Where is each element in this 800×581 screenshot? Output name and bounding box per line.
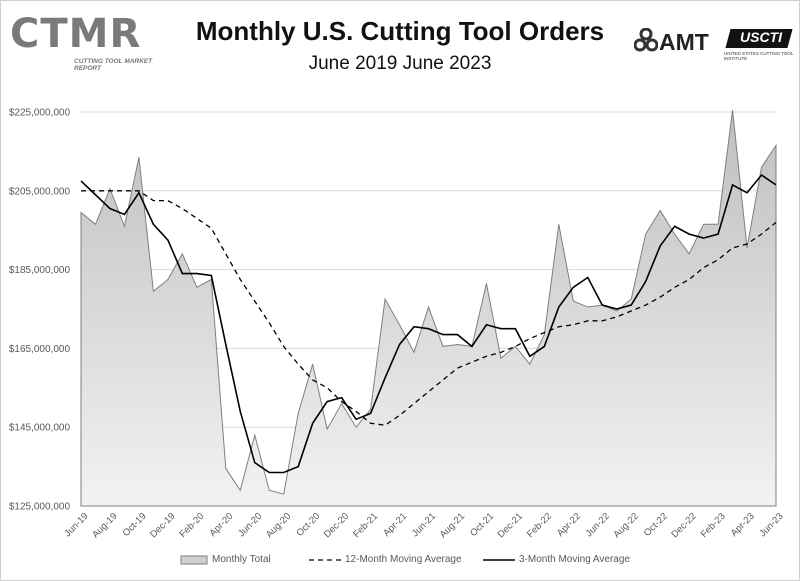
x-tick-label: Feb-22 xyxy=(525,511,554,540)
x-tick-label: Aug-20 xyxy=(264,511,293,540)
chart-title: Monthly U.S. Cutting Tool Orders xyxy=(195,16,605,46)
x-tick-label: Aug-19 xyxy=(90,511,119,540)
ctmr-logo: CTMR CUTTING TOOL MARKET REPORT xyxy=(10,11,152,78)
x-tick-label: Jun-23 xyxy=(757,511,785,539)
series-monthly-total-area xyxy=(80,109,777,507)
x-tick-label: Feb-23 xyxy=(699,511,728,540)
x-tick-label: Jun-22 xyxy=(584,511,612,539)
y-tick-label: $205,000,000 xyxy=(9,186,71,197)
x-tick-label: Jun-20 xyxy=(236,511,264,539)
y-tick-label: $165,000,000 xyxy=(9,344,71,355)
x-tick-label: Dec-21 xyxy=(496,511,525,540)
y-tick-label: $225,000,000 xyxy=(9,108,71,119)
x-tick-label: Aug-22 xyxy=(611,511,640,540)
series-3-month-moving-average xyxy=(80,173,777,474)
amt-logo-text: AMT xyxy=(659,29,709,55)
amt-trefoil-icon xyxy=(633,27,659,52)
legend-swatch-solid-icon xyxy=(483,559,515,561)
x-tick-label: Apr-20 xyxy=(208,511,236,539)
legend-label: 12-Month Moving Average xyxy=(345,554,462,565)
x-axis-labels: Jun-19 Aug-19 Oct-19 Dec-19 Feb-20 Apr-20 Jun-… xyxy=(62,511,785,540)
x-tick-label: Feb-20 xyxy=(177,511,206,540)
legend-swatch-dashed-icon xyxy=(309,559,341,561)
y-tick-label: $125,000,000 xyxy=(9,502,71,513)
x-tick-label: Apr-23 xyxy=(729,511,757,539)
x-tick-label: Jun-19 xyxy=(62,511,90,539)
y-axis-labels: $125,000,000 $145,000,000 $165,000,000 $185… xyxy=(9,108,71,513)
logo-subtext: CUTTING TOOL MARKET REPORT xyxy=(74,58,153,72)
legend-label: 3-Month Moving Average xyxy=(519,554,630,565)
uscti-logo: USCTI UNITED STATES CUTTING TOOL INSTITU… xyxy=(722,28,794,64)
x-tick-label: Feb-21 xyxy=(351,511,380,540)
plot-area xyxy=(80,109,777,507)
x-tick-label: Dec-22 xyxy=(669,511,698,540)
legend-item-12-month: 12-Month Moving Average xyxy=(308,552,468,568)
uscti-logo-tagline: UNITED STATES CUTTING TOOL INSTITUTE xyxy=(724,51,794,61)
x-tick-label: Jun-21 xyxy=(410,511,438,539)
amt-logo: AMT xyxy=(633,27,724,56)
logo-text: CTMR xyxy=(10,11,142,57)
uscti-logo-text: USCTI xyxy=(740,29,782,45)
series-12-month-moving-average xyxy=(81,190,777,426)
x-tick-label: Oct-22 xyxy=(642,511,670,539)
legend-item-monthly-total: Monthly Total xyxy=(180,552,290,568)
x-tick-label: Dec-19 xyxy=(148,511,177,540)
x-tick-label: Oct-19 xyxy=(121,511,149,539)
x-tick-label: Aug-21 xyxy=(438,511,467,540)
x-tick-label: Apr-22 xyxy=(555,511,583,539)
x-tick-label: Apr-21 xyxy=(381,511,409,539)
legend: Monthly Total 12-Month Moving Average 3-… xyxy=(180,552,680,568)
x-tick-label: Dec-20 xyxy=(322,511,351,540)
y-tick-label: $185,000,000 xyxy=(9,265,71,276)
chart-subtitle: June 2019 June 2023 xyxy=(308,53,492,74)
legend-swatch-area-icon xyxy=(180,555,208,565)
x-tick-label: Oct-20 xyxy=(294,511,322,539)
y-tick-label: $145,000,000 xyxy=(9,423,71,434)
legend-label: Monthly Total xyxy=(212,554,271,565)
legend-item-3-month: 3-Month Moving Average xyxy=(482,552,652,568)
x-tick-label: Oct-21 xyxy=(468,511,496,539)
